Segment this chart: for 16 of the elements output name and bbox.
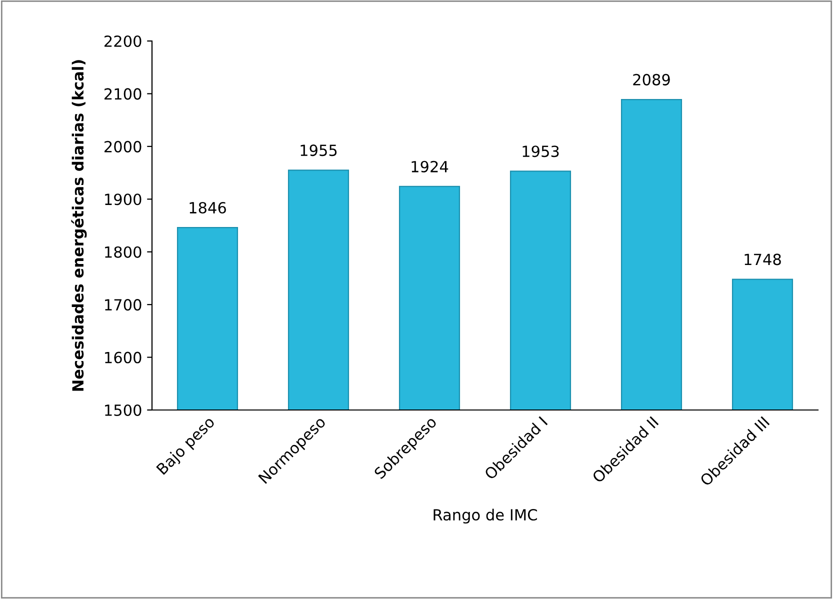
y-tick-label: 1900 — [105, 194, 142, 206]
y-tick-label: 1500 — [105, 404, 142, 416]
y-tick-label: 2200 — [104, 35, 142, 48]
x-axis-title: Rango de IMC — [434, 508, 537, 524]
data-label: 1846 — [190, 202, 226, 214]
y-axis-title: Necesidades energéticas diarias (kcal) — [71, 60, 87, 391]
data-label: 2089 — [633, 74, 670, 86]
data-label: 1955 — [300, 144, 337, 156]
y-tick-label: 2100 — [104, 88, 142, 100]
y-tick-label: 1600 — [105, 352, 142, 364]
data-label: 1924 — [412, 160, 448, 172]
data-label: 1748 — [744, 254, 781, 266]
y-tick-label: 2000 — [104, 140, 142, 152]
y-tick-label: 1700 — [105, 299, 142, 311]
y-tick-label: 1800 — [105, 246, 142, 258]
data-label: 1953 — [522, 146, 559, 158]
